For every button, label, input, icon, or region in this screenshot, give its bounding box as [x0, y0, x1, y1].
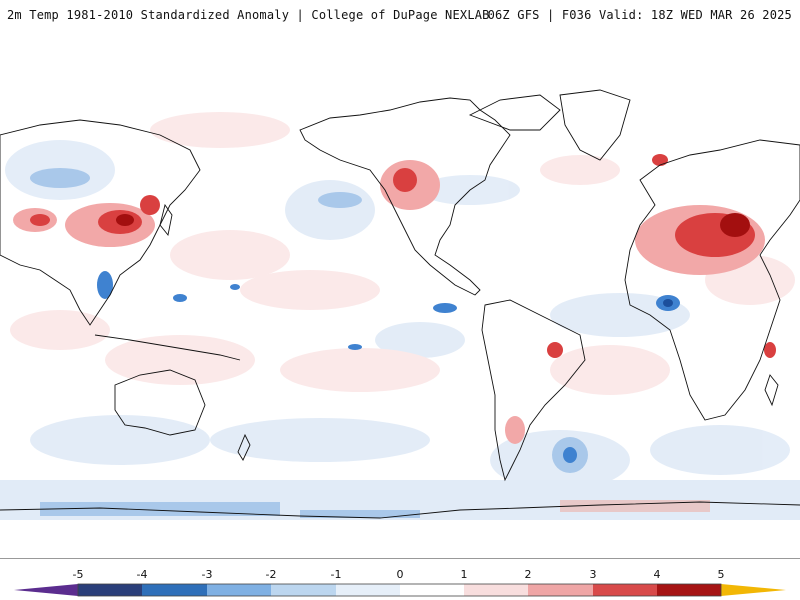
run-info: 06Z GFS | F036 Valid: 18Z WED MAR 26 202…: [487, 8, 792, 22]
light-anomaly-fields: [5, 112, 795, 490]
map-bottom-border: [0, 558, 800, 559]
colorbar: -5 -4 -3 -2 -1 0 1 2 3 4 5: [0, 568, 800, 600]
colorbar-label-2: 2: [524, 568, 532, 581]
colorbar-label-5: 5: [717, 568, 725, 581]
anomaly-map: [0, 40, 800, 558]
colorbar-label-neg2: -2: [265, 568, 277, 581]
colorbar-label-3: 3: [589, 568, 597, 581]
colorbar-label-neg5: -5: [72, 568, 84, 581]
map-title: 2m Temp 1981-2010 Standardized Anomaly |…: [7, 8, 490, 22]
colorbar-label-0: 0: [396, 568, 404, 581]
colorbar-label-4: 4: [653, 568, 661, 581]
colorbar-label-neg4: -4: [136, 568, 148, 581]
colorbar-strip: [14, 583, 786, 597]
colorbar-label-neg3: -3: [201, 568, 213, 581]
colorbar-arrow-left: [14, 584, 78, 596]
strong-anomalies: [13, 154, 776, 473]
map-canvas: [0, 40, 800, 558]
colorbar-arrow-right: [721, 584, 786, 596]
coastlines: [0, 89, 800, 519]
header: 2m Temp 1981-2010 Standardized Anomaly |…: [0, 0, 800, 30]
colorbar-label-neg1: -1: [330, 568, 342, 581]
colorbar-label-1: 1: [460, 568, 468, 581]
antarctic-band: [0, 480, 800, 520]
